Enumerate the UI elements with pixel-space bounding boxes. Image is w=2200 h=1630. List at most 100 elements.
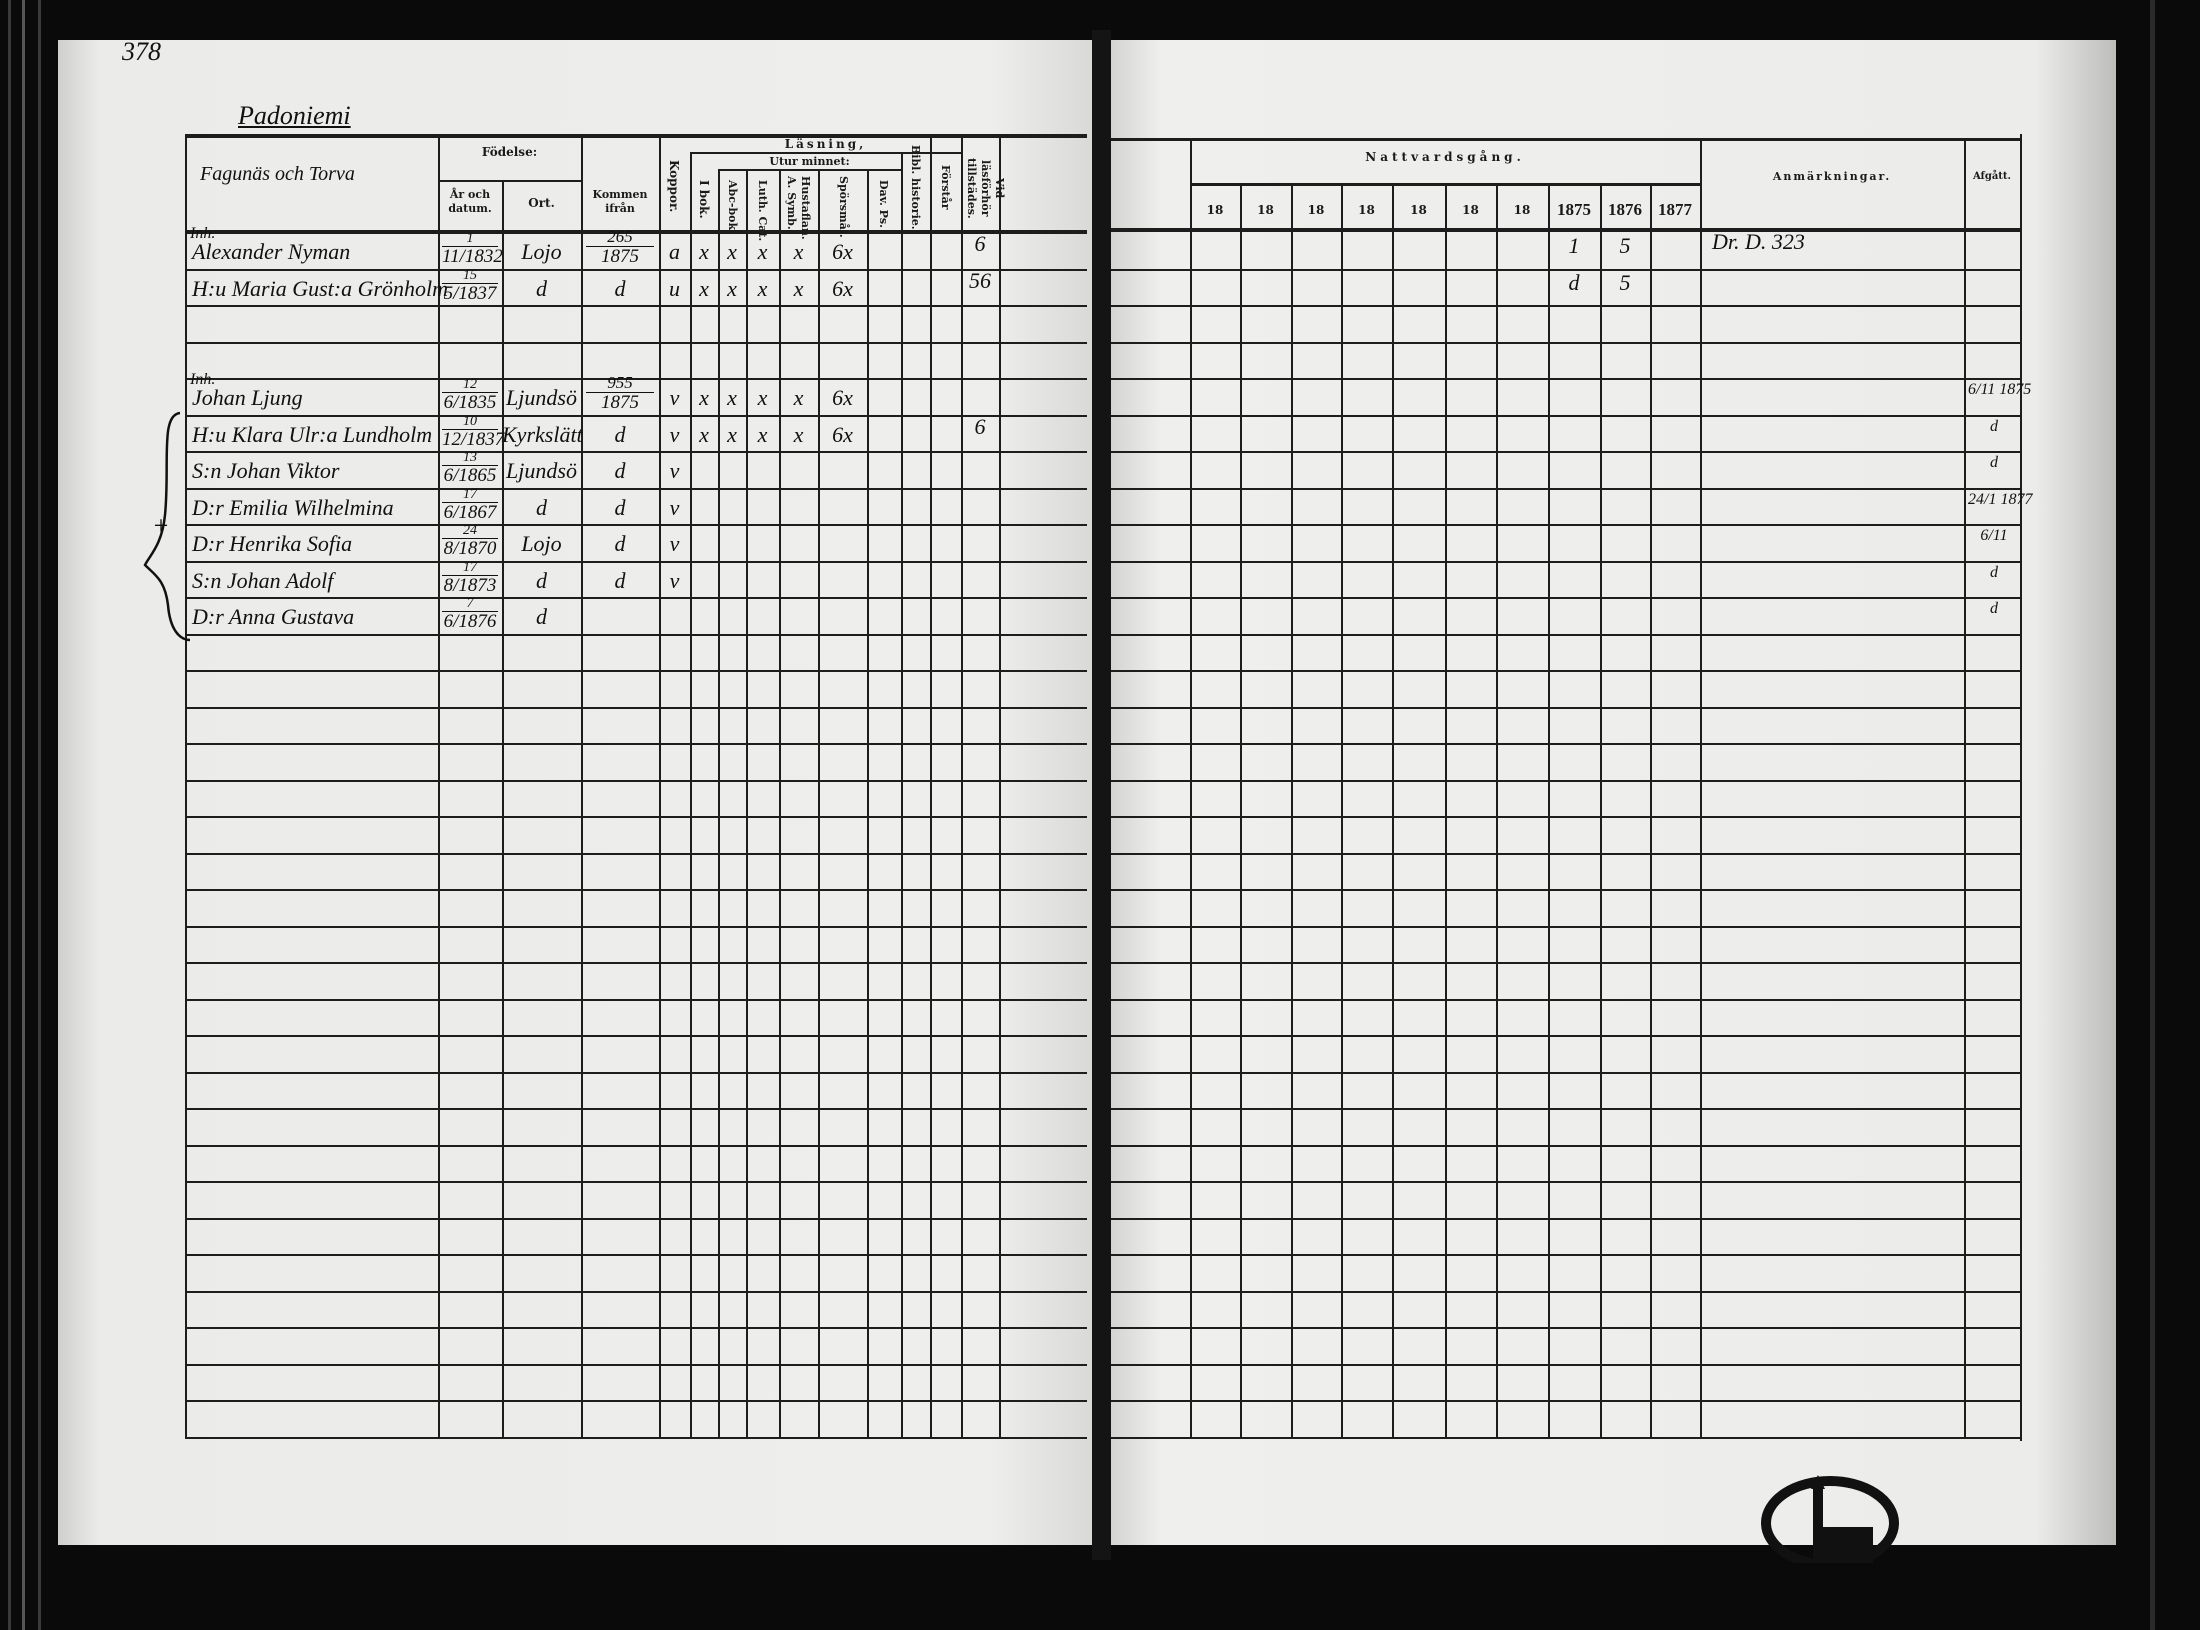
- row-rule: [1111, 1254, 2020, 1256]
- birth-place: d: [536, 604, 547, 629]
- row-rule: [1111, 1217, 2020, 1220]
- row-rule: [185, 524, 1087, 526]
- came-from: d: [614, 421, 626, 447]
- place-name: Padoniemi: [238, 101, 351, 130]
- column-rule: [930, 134, 932, 1437]
- person-name: Johan Ljung: [192, 385, 303, 410]
- column-rule: [1392, 183, 1394, 1437]
- birth-place: d: [536, 567, 547, 593]
- binding-edge: [22, 0, 25, 1630]
- column-rule: [1190, 138, 1192, 1437]
- column-rule: [867, 169, 869, 1437]
- binding-edge: [38, 0, 41, 1630]
- came-from: d: [614, 494, 626, 520]
- header-by-heart: Utur minnet:: [769, 155, 850, 168]
- row-rule: [185, 487, 1087, 490]
- reading-mark-sp: 6x: [832, 421, 853, 447]
- row-rule: [185, 779, 1087, 782]
- person-name: S:n Johan Adolf: [192, 567, 334, 593]
- row-rule: [1111, 779, 2020, 782]
- birth-month-year: 5/1837: [443, 282, 497, 304]
- row-rule: [1111, 889, 2020, 891]
- row-rule: [185, 816, 1087, 818]
- column-rule: [1600, 183, 1602, 1437]
- departed-note: 24/1 1877: [1968, 490, 2033, 508]
- pox-mark: v: [669, 385, 680, 410]
- person-title: Inh.: [190, 225, 216, 242]
- birth-day: 12: [442, 378, 498, 393]
- row-rule: [185, 1327, 1087, 1329]
- column-rule: [961, 134, 963, 1437]
- reading-mark-abc: x: [727, 239, 737, 264]
- reading-mark-symb: x: [793, 421, 804, 447]
- person-name: Alexander Nyman: [192, 239, 351, 264]
- column-rule: [502, 180, 504, 1437]
- row-rule: [185, 268, 1087, 271]
- birth-date: 7 6/1876: [442, 597, 498, 632]
- came-from: d: [614, 458, 626, 483]
- reading-mark-symb: x: [793, 239, 804, 264]
- birth-place: Ljundsö: [506, 458, 577, 483]
- year-header: 1876: [1608, 200, 1642, 219]
- reading-mark-book: x: [699, 275, 709, 301]
- pox-mark: a: [669, 239, 680, 264]
- pox-mark: v: [669, 494, 680, 520]
- came-from: d: [614, 567, 626, 593]
- communion-1876: 5: [1619, 269, 1631, 295]
- birth-date: 24 8/1870: [442, 524, 498, 559]
- reading-mark-sp: 6x: [832, 239, 853, 264]
- row-rule: [1111, 925, 2020, 928]
- header-communion: Nattvardsgång.: [1365, 150, 1525, 164]
- pox-mark: v: [669, 458, 680, 483]
- row-rule: [185, 451, 1087, 453]
- departed-note: d: [1990, 454, 1998, 471]
- birth-place: Kyrkslätt: [502, 421, 583, 447]
- header-sporsmal: Spörsmål.: [837, 176, 850, 238]
- year-header: 1875: [1557, 200, 1591, 219]
- came-from-year: 1875: [601, 246, 639, 267]
- row-rule: [1111, 524, 2020, 526]
- birth-date: 1 11/1832: [442, 232, 503, 267]
- departed-note: d: [1990, 417, 1998, 435]
- departed-note: d: [1990, 600, 1998, 617]
- came-from-year: 1875: [601, 392, 639, 413]
- header-birth-place: Ort.: [528, 196, 555, 210]
- year-header: 18: [1410, 203, 1427, 217]
- birth-date: 15 5/1837: [442, 268, 498, 304]
- column-rule: [1548, 183, 1550, 1437]
- reading-mark-book: x: [699, 385, 709, 410]
- page-number: 378: [122, 37, 161, 66]
- row-rule: [1111, 1035, 2020, 1037]
- reading-mark-sp: 6x: [832, 385, 853, 410]
- row-rule: [1111, 1400, 2020, 1402]
- birth-day: 15: [442, 268, 498, 284]
- row-rule: [1111, 341, 2020, 344]
- column-rule: [1240, 183, 1242, 1437]
- row-rule: [185, 1144, 1087, 1147]
- column-rule: [1700, 138, 1702, 1437]
- remark: Dr. D. 323: [1712, 229, 1805, 254]
- departed-note: d: [1990, 563, 1998, 581]
- birth-month-year: 12/1837: [442, 428, 505, 450]
- row-rule: [1111, 816, 2020, 818]
- header-birth-year: År och datum.: [448, 188, 492, 215]
- departed-note: 6/11: [1980, 527, 2008, 544]
- header-dav-ps: Dav. Ps.: [877, 180, 890, 228]
- row-rule: [185, 1290, 1087, 1293]
- present-count: 56: [969, 267, 991, 293]
- pox-mark: v: [669, 567, 680, 593]
- binding-edge: [8, 0, 11, 1630]
- header-bibl: Bibl. historie.: [909, 145, 922, 230]
- header-luth-cat: Luth. Cat.: [756, 180, 769, 242]
- header-forstar: Förstår: [939, 165, 952, 210]
- birth-date: 13 6/1865: [442, 451, 498, 486]
- came-from: 955 1875: [586, 374, 654, 413]
- header-bottom-rule: [1111, 228, 2020, 232]
- row-rule: [1111, 414, 2020, 417]
- birth-month-year: 6/1867: [443, 501, 497, 523]
- row-rule: [185, 1035, 1087, 1037]
- binding-edge: [2150, 0, 2155, 1630]
- birth-place: d: [536, 275, 547, 301]
- header-birth: Födelse:: [481, 145, 538, 159]
- communion-1875: d: [1568, 269, 1580, 295]
